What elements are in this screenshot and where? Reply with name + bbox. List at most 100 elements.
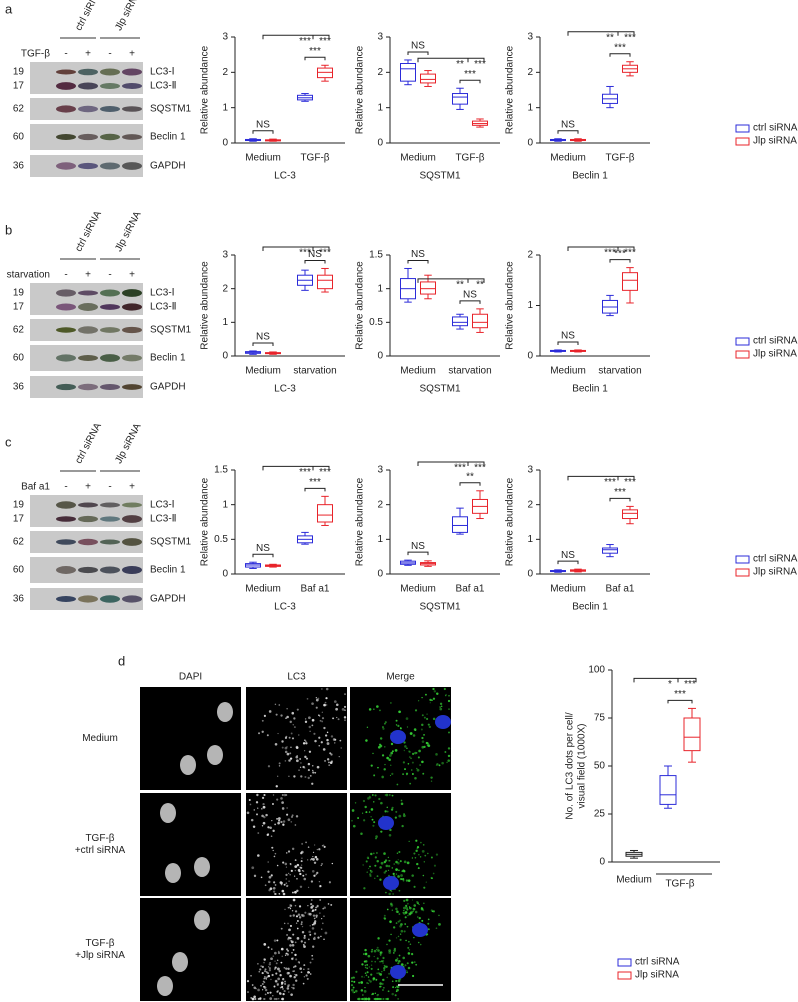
dot: [367, 982, 370, 985]
dot: [267, 861, 269, 863]
dot: [312, 851, 315, 853]
sign: -: [108, 482, 111, 493]
y-axis-label: Relative abundance: [355, 45, 366, 134]
y-tick-label: 1.5: [369, 250, 383, 261]
dot: [376, 875, 379, 878]
dot: [408, 949, 411, 951]
dot: [395, 979, 398, 983]
dot: [396, 783, 399, 786]
dot: [295, 759, 299, 763]
band: [122, 566, 142, 574]
mw-label: 19: [13, 500, 25, 511]
dot: [335, 703, 339, 707]
dot: [382, 978, 385, 981]
dot: [338, 756, 340, 758]
dot: [303, 941, 307, 944]
band: [100, 68, 120, 76]
dot: [297, 913, 301, 917]
dot: [417, 903, 419, 905]
sig-label: ***: [464, 69, 476, 80]
dot: [402, 773, 404, 775]
dot: [294, 941, 297, 944]
dot: [417, 941, 420, 944]
dot: [395, 922, 398, 924]
sig-label: ***: [624, 32, 636, 43]
dot: [432, 910, 435, 913]
dot: [254, 997, 257, 1001]
dot: [296, 927, 299, 930]
dot: [382, 957, 385, 959]
x-tick-label: Medium: [245, 153, 281, 164]
sig-bracket: [633, 677, 697, 683]
dot: [384, 965, 387, 968]
band: [122, 83, 142, 89]
band: [122, 595, 142, 603]
dot: [285, 948, 289, 951]
dot: [274, 960, 276, 962]
dot: [299, 967, 302, 970]
dot: [282, 820, 286, 823]
dot: [368, 979, 370, 982]
legend-label: ctrl siRNA: [753, 336, 798, 347]
dot: [263, 815, 266, 819]
dot: [403, 741, 406, 744]
micrograph: [350, 898, 451, 1001]
dot: [261, 814, 264, 818]
mw-label: 19: [13, 288, 25, 299]
dot: [363, 997, 366, 1001]
dot: [311, 909, 315, 912]
dot: [355, 970, 358, 973]
dot: [311, 769, 314, 772]
dot: [293, 976, 296, 979]
sign: +: [85, 482, 91, 493]
dot: [411, 961, 414, 964]
dot: [414, 910, 418, 914]
dot: [411, 772, 414, 775]
dot: [447, 759, 451, 762]
dot: [366, 871, 369, 874]
dot: [399, 933, 402, 935]
dot: [330, 903, 333, 906]
dot: [363, 989, 367, 993]
dot: [379, 954, 382, 957]
dot: [287, 983, 291, 987]
dot: [400, 799, 403, 802]
dot: [344, 693, 346, 695]
dot: [324, 931, 328, 935]
band: [56, 303, 76, 311]
dot: [285, 866, 288, 868]
dot: [418, 903, 420, 906]
y-axis-label: visual field (1000X): [577, 723, 588, 808]
sign: -: [64, 49, 67, 60]
dot: [260, 876, 263, 879]
dot: [413, 936, 415, 939]
sig-bracket: [609, 53, 631, 57]
dot: [257, 988, 260, 992]
x-tick-label: TGF-β: [300, 153, 329, 164]
dot: [376, 957, 379, 960]
dot: [372, 852, 375, 855]
sig-bracket: [304, 56, 326, 61]
dot: [400, 802, 404, 806]
dot: [416, 900, 418, 903]
y-tick-label: 1: [222, 317, 228, 328]
dot: [280, 714, 283, 717]
dot: [380, 801, 383, 805]
dot: [303, 968, 305, 970]
dot: [419, 943, 422, 946]
dot: [406, 726, 409, 728]
dot: [286, 813, 289, 816]
dot: [265, 978, 268, 980]
dot: [427, 922, 430, 925]
dot: [318, 848, 321, 851]
dot: [262, 821, 266, 825]
dot: [267, 972, 269, 974]
dot: [281, 986, 283, 988]
dot: [438, 764, 441, 767]
dot: [278, 819, 281, 822]
sig-bracket: [252, 342, 274, 346]
dot: [296, 919, 299, 922]
sig-label: NS: [256, 332, 270, 343]
dot: [390, 808, 394, 811]
dot: [443, 687, 446, 691]
